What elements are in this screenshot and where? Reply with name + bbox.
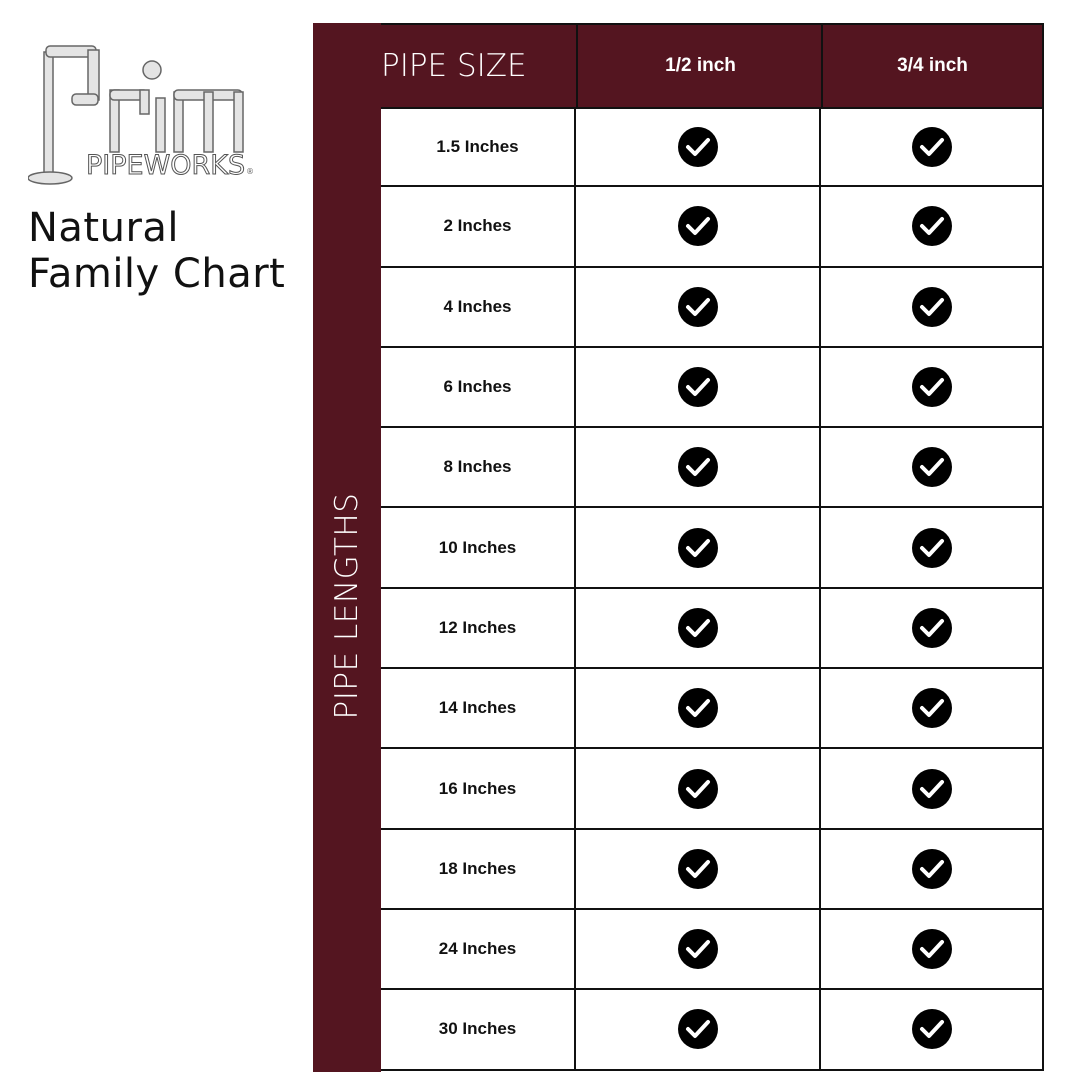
check-circle-icon [911, 929, 952, 970]
pipe-length-table: 1.5 Inches 2 Inches 4 Inches 6 Inches 8 Inch… [381, 107, 1044, 1071]
pipe-lengths-text: PIPE LENGTHS [329, 492, 365, 720]
check-circle-icon [677, 447, 718, 488]
availability-cell-three-quarter [821, 267, 1044, 346]
title-line-1: Natural [28, 205, 180, 251]
check-circle-icon [911, 367, 952, 408]
table-row: 10 Inches [381, 508, 1044, 589]
availability-cell-three-quarter [821, 347, 1044, 427]
availability-cell-half [576, 990, 821, 1069]
check-circle-icon [677, 688, 718, 729]
availability-cell-three-quarter [821, 428, 1044, 507]
table-row: 18 Inches [381, 829, 1044, 910]
availability-cell-three-quarter [821, 909, 1044, 989]
check-circle-icon [911, 1009, 952, 1050]
availability-cell-half [576, 187, 821, 266]
prim-pipeworks-logo: PIPEWORKS ® [27, 40, 268, 190]
check-circle-icon [911, 127, 952, 168]
pipe-length-label: 12 Inches [381, 588, 576, 668]
table-row: 30 Inches [381, 990, 1044, 1071]
check-circle-icon [677, 127, 718, 168]
availability-cell-three-quarter [821, 829, 1044, 908]
check-circle-icon [911, 688, 952, 729]
check-circle-icon [677, 607, 718, 648]
pipe-length-label: 16 Inches [381, 749, 576, 828]
availability-cell-half [576, 109, 821, 186]
check-circle-icon [677, 206, 718, 247]
table-row: 8 Inches [381, 428, 1044, 509]
availability-cell-half [576, 347, 821, 427]
pipe-lengths-label: PIPE LENGTHS [313, 23, 381, 1072]
header-pipe-size: PIPE SIZE [381, 48, 527, 84]
check-circle-icon [911, 206, 952, 247]
check-circle-icon [677, 929, 718, 970]
pipe-length-label: 10 Inches [381, 508, 576, 587]
availability-cell-half [576, 588, 821, 668]
availability-cell-three-quarter [821, 187, 1044, 266]
pipe-length-label: 30 Inches [381, 990, 576, 1069]
pipe-length-label: 1.5 Inches [381, 109, 576, 186]
availability-cell-half [576, 749, 821, 828]
check-circle-icon [677, 286, 718, 327]
side-band [313, 23, 381, 1072]
check-circle-icon [677, 1009, 718, 1050]
availability-cell-three-quarter [821, 109, 1044, 186]
check-circle-icon [677, 768, 718, 809]
page-title: Natural Family Chart [28, 205, 285, 297]
check-circle-icon [911, 527, 952, 568]
check-circle-icon [911, 286, 952, 327]
pipe-length-label: 18 Inches [381, 829, 576, 908]
header-three-quarter-inch: 3/4 inch [821, 25, 1044, 107]
check-circle-icon [911, 768, 952, 809]
pipe-length-label: 2 Inches [381, 187, 576, 266]
check-circle-icon [911, 848, 952, 889]
availability-cell-half [576, 267, 821, 346]
availability-cell-half [576, 829, 821, 908]
table-row: 12 Inches [381, 588, 1044, 670]
availability-cell-half [576, 428, 821, 507]
availability-cell-three-quarter [821, 508, 1044, 587]
availability-cell-three-quarter [821, 588, 1044, 668]
check-circle-icon [911, 447, 952, 488]
table-row: 1.5 Inches [381, 107, 1044, 188]
availability-cell-three-quarter [821, 749, 1044, 828]
table-row: 2 Inches [381, 187, 1044, 268]
svg-text:®: ® [246, 167, 254, 176]
table-row: 24 Inches [381, 909, 1044, 991]
pipe-logo-icon: PIPEWORKS ® [27, 45, 254, 185]
pipe-length-label: 8 Inches [381, 428, 576, 507]
table-row: 4 Inches [381, 267, 1044, 348]
pipe-length-label: 6 Inches [381, 347, 576, 427]
availability-cell-three-quarter [821, 669, 1044, 748]
availability-cell-half [576, 909, 821, 989]
header-half-inch: 1/2 inch [576, 25, 823, 107]
check-circle-icon [677, 527, 718, 568]
check-circle-icon [677, 367, 718, 408]
pipe-length-label: 14 Inches [381, 669, 576, 748]
table-row: 14 Inches [381, 669, 1044, 750]
logo-subtext: PIPEWORKS [86, 150, 245, 181]
availability-cell-half [576, 669, 821, 748]
pipe-length-label: 4 Inches [381, 267, 576, 346]
title-line-2: Family Chart [28, 251, 286, 297]
table-row: 6 Inches [381, 347, 1044, 429]
availability-cell-three-quarter [821, 990, 1044, 1069]
check-circle-icon [677, 848, 718, 889]
table-row: 16 Inches [381, 749, 1044, 830]
table-header: PIPE SIZE 1/2 inch 3/4 inch [381, 23, 1044, 107]
pipe-length-label: 24 Inches [381, 909, 576, 989]
availability-cell-half [576, 508, 821, 587]
check-circle-icon [911, 607, 952, 648]
